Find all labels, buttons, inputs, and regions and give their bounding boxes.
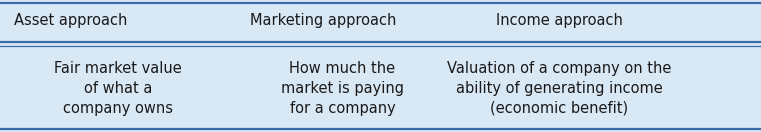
Text: Asset approach: Asset approach: [14, 13, 127, 28]
Text: Fair market value
of what a
company owns: Fair market value of what a company owns: [54, 61, 182, 116]
Text: Marketing approach: Marketing approach: [250, 13, 396, 28]
Text: How much the
market is paying
for a company: How much the market is paying for a comp…: [281, 61, 404, 116]
Text: Valuation of a company on the
ability of generating income
(economic benefit): Valuation of a company on the ability of…: [447, 61, 671, 116]
Text: Income approach: Income approach: [496, 13, 622, 28]
